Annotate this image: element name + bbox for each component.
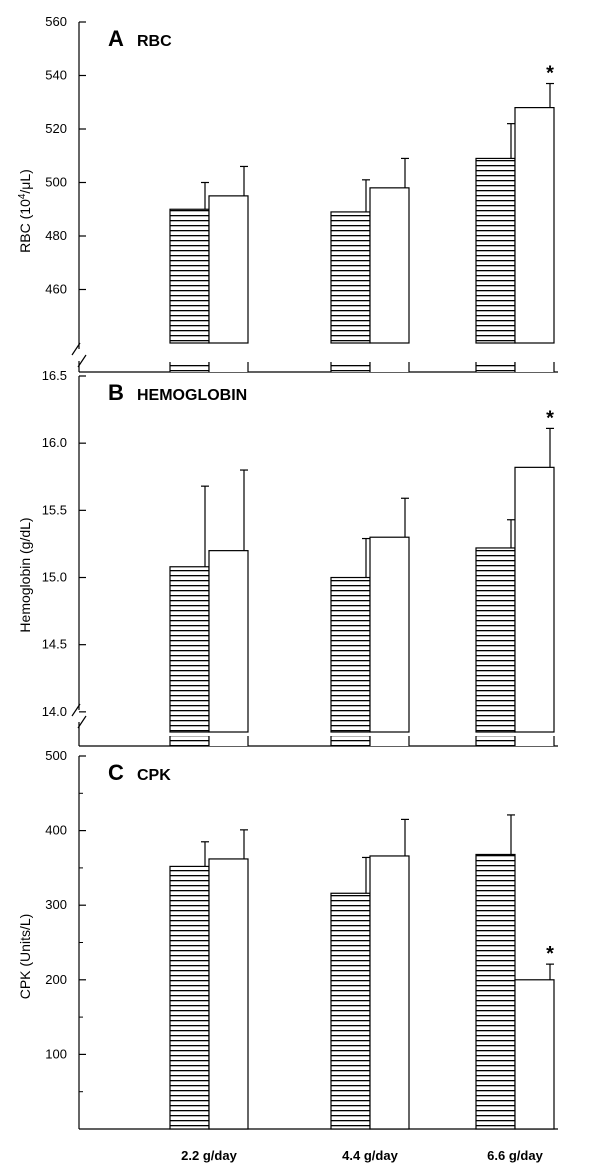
bar-22-striped [169,865,210,1130]
significance-marker: * [546,407,554,429]
panel-title: HEMOGLOBIN [137,387,247,404]
y-tick-label: 500 [45,748,67,763]
axis-break-mark [71,703,81,717]
y-tick-label: 100 [45,1046,67,1061]
bar-base-stub [476,362,515,372]
y-axis-label: RBC (104/μL) [17,169,33,253]
bar-base-stub [370,736,409,746]
y-tick-label: 480 [45,228,67,243]
bar-22-striped [169,208,210,344]
y-axis-label: CPK (Units/L) [17,914,33,1000]
bar-22-open [208,195,249,344]
y-tick-label: 540 [45,68,67,83]
significance-marker: * [546,943,554,965]
y-tick-label: 16.5 [42,368,67,383]
panel-a: 460 480 500 520 540 560 RBC (104/μL) A RBC * [17,14,558,373]
y-tick-label: 560 [45,14,67,29]
y-tick-label: 300 [45,897,67,912]
axis-break-mark [77,715,87,729]
panel-letter: A [108,26,124,51]
bar-22-open [208,550,249,733]
bar-base-stub [170,736,209,746]
panel-title: CPK [137,767,171,784]
panel-letter: C [108,760,124,785]
bar-22-open [208,858,249,1130]
bar-44-open [369,187,410,344]
bar-66-open [514,466,555,733]
bar-44-striped [330,211,371,344]
y-axis-label: Hemoglobin (g/dL) [17,517,33,632]
bar-44-open [369,536,410,733]
y-tick-label: 400 [45,823,67,838]
panel-letter: B [108,380,124,405]
y-tick-label: 14.5 [42,637,67,652]
bar-base-stub [331,736,370,746]
panel-b: 14.0 14.5 15.0 15.5 16.0 16.5 Hemoglobin (g/dL… [17,368,558,747]
bar-22-striped [169,566,210,733]
bar-base-stub [515,736,554,746]
bar-66-open [514,106,555,344]
bar-66-open [514,979,555,1130]
y-tick-label: 14.0 [42,704,67,719]
x-category-label: 6.6 g/day [487,1148,543,1163]
bar-base-stub [170,362,209,372]
y-tick-label: 460 [45,282,67,297]
y-tick-label: 16.0 [42,435,67,450]
bar-66-striped [475,853,516,1130]
x-category-label: 4.4 g/day [342,1148,398,1163]
bar-44-striped [330,892,371,1130]
bar-base-stub [476,736,515,746]
bar-66-striped [475,547,516,733]
panel-c: 100 200 300 400 500 CPK (Units/L) C CPK * [17,748,558,1130]
bar-44-striped [330,576,371,733]
y-tick-label: 200 [45,972,67,987]
panel-title: RBC [137,33,172,50]
axis-break-mark [71,342,81,356]
bar-base-stub [331,362,370,372]
bar-base-stub [370,362,409,372]
y-tick-label: 15.0 [42,570,67,585]
axis-break-mark [77,354,87,368]
bar-base-stub [209,362,248,372]
significance-marker: * [546,63,554,85]
y-tick-label: 500 [45,175,67,190]
bar-base-stub [515,362,554,372]
x-category-label: 2.2 g/day [181,1148,237,1163]
y-tick-label: 520 [45,121,67,136]
bar-66-striped [475,157,516,344]
bar-base-stub [209,736,248,746]
bar-44-open [369,855,410,1130]
y-tick-label: 15.5 [42,502,67,517]
